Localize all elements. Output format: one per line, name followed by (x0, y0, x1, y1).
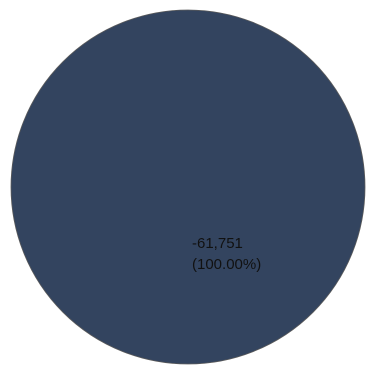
slice-value-label: -61,751 (192, 235, 243, 252)
pie-slices (10, 9, 366, 365)
pie-slice (10, 9, 366, 365)
slice-percent-label: (100.00%) (192, 256, 261, 273)
